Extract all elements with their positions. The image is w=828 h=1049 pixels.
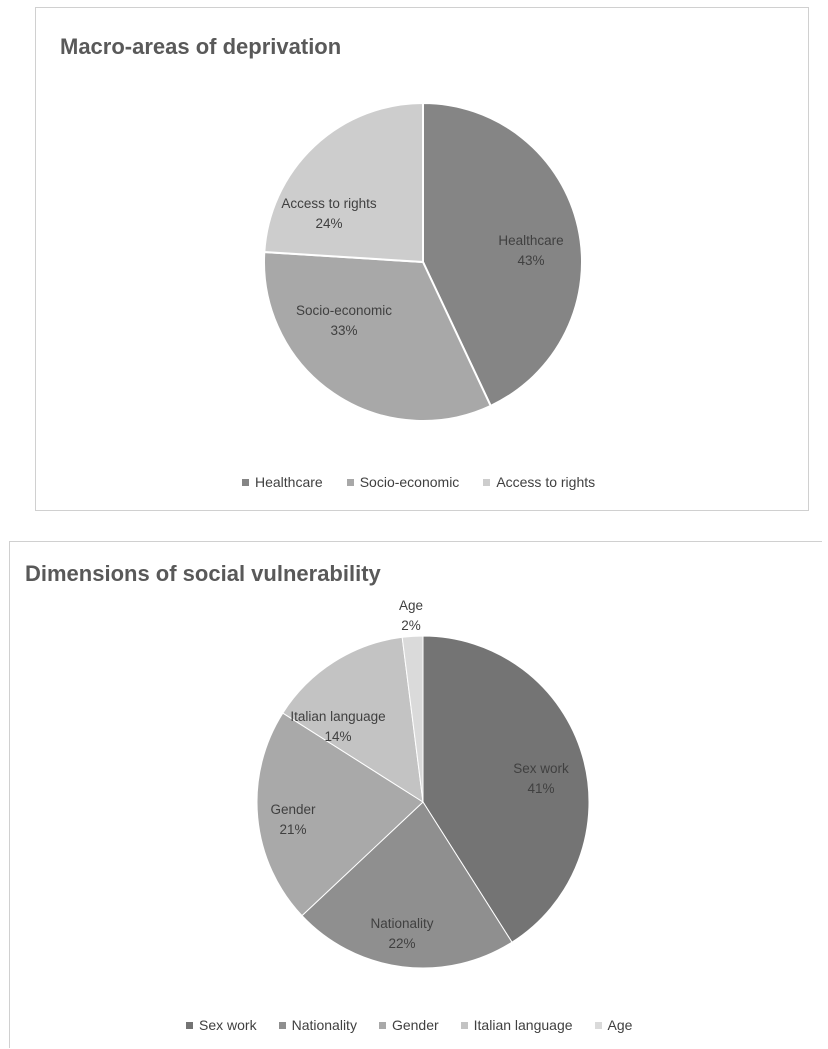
- legend-label: Socio-economic: [359, 474, 460, 490]
- slice-label-socio-economic: Socio-economic: [296, 303, 392, 318]
- legend-item-age: Age: [594, 1017, 633, 1033]
- slice-value-sex-work: 41%: [527, 781, 554, 796]
- chart-legend: Healthcare Socio-economic Access to righ…: [242, 474, 619, 490]
- pie-slice-healthcare: [422, 101, 583, 408]
- chart-title: Dimensions of social vulnerability: [25, 561, 381, 586]
- slice-value-gender: 21%: [279, 822, 306, 837]
- legend-item-healthcare: Healthcare: [242, 474, 323, 490]
- legend-label: Italian language: [473, 1017, 573, 1033]
- legend-swatch: [346, 478, 354, 486]
- legend-swatch: [460, 1021, 468, 1029]
- legend-item-access-to-rights: Access to rights: [483, 474, 595, 490]
- pie-slice-nationality: [301, 801, 513, 969]
- legend-label: Nationality: [291, 1017, 357, 1033]
- legend-label: Age: [607, 1017, 633, 1033]
- slice-label-sex-work: Sex work: [513, 761, 569, 776]
- legend-item-italian-language: Italian language: [460, 1017, 573, 1033]
- slice-label-nationality: Nationality: [370, 916, 433, 931]
- legend-label: Gender: [391, 1017, 439, 1033]
- legend-swatch: [242, 478, 249, 486]
- chart-legend: Sex work Nationality Gender Italian lang…: [186, 1017, 654, 1033]
- slice-label-italian-language: Italian language: [290, 709, 385, 724]
- pie-chart-deprivation: Healthcare 43% Socio-economic 33% Access to …: [263, 101, 583, 422]
- pie-slice-sex-work: [422, 635, 590, 943]
- slice-value-age: 2%: [401, 618, 421, 633]
- pie-slice-italian-language: [282, 636, 424, 803]
- slice-value-nationality: 22%: [388, 936, 415, 951]
- chart-title: Macro-areas of deprivation: [60, 34, 342, 59]
- legend-swatch: [186, 1021, 193, 1029]
- slice-label-healthcare: Healthcare: [498, 233, 563, 248]
- legend-swatch: [594, 1021, 602, 1029]
- pie-slice-gender: [256, 712, 424, 917]
- pie-chart-vulnerability: Sex work 41% Nationality 22% Gender 21% Italia…: [256, 598, 590, 969]
- slice-label-gender: Gender: [270, 802, 316, 817]
- legend-item-gender: Gender: [378, 1017, 439, 1033]
- chart-panel-vulnerability: Dimensions of social vulnerability Sex w…: [9, 541, 822, 1048]
- legend-item-nationality: Nationality: [278, 1017, 357, 1033]
- legend-swatch: [483, 478, 491, 486]
- legend-label: Access to rights: [496, 474, 596, 490]
- legend-label: Healthcare: [255, 474, 323, 490]
- pie-slice-socio-economic: [263, 250, 493, 422]
- legend-item-socio-economic: Socio-economic: [346, 474, 460, 490]
- slice-value-socio-economic: 33%: [330, 323, 357, 338]
- chart-panel-deprivation: Macro-areas of deprivation Healthcare 43%…: [35, 7, 809, 511]
- slice-label-access-to-rights: Access to rights: [281, 196, 377, 211]
- slice-value-italian-language: 14%: [324, 729, 351, 744]
- slice-label-age: Age: [399, 598, 423, 613]
- legend-swatch: [278, 1021, 286, 1029]
- slice-value-access-to-rights: 24%: [315, 216, 342, 231]
- legend-swatch: [378, 1021, 386, 1029]
- slice-value-healthcare: 43%: [517, 253, 544, 268]
- legend-label: Sex work: [199, 1017, 257, 1033]
- legend-item-sex-work: Sex work: [186, 1017, 257, 1033]
- pie-slice-age: [401, 635, 424, 803]
- pie-slice-access-to-rights: [263, 101, 424, 264]
